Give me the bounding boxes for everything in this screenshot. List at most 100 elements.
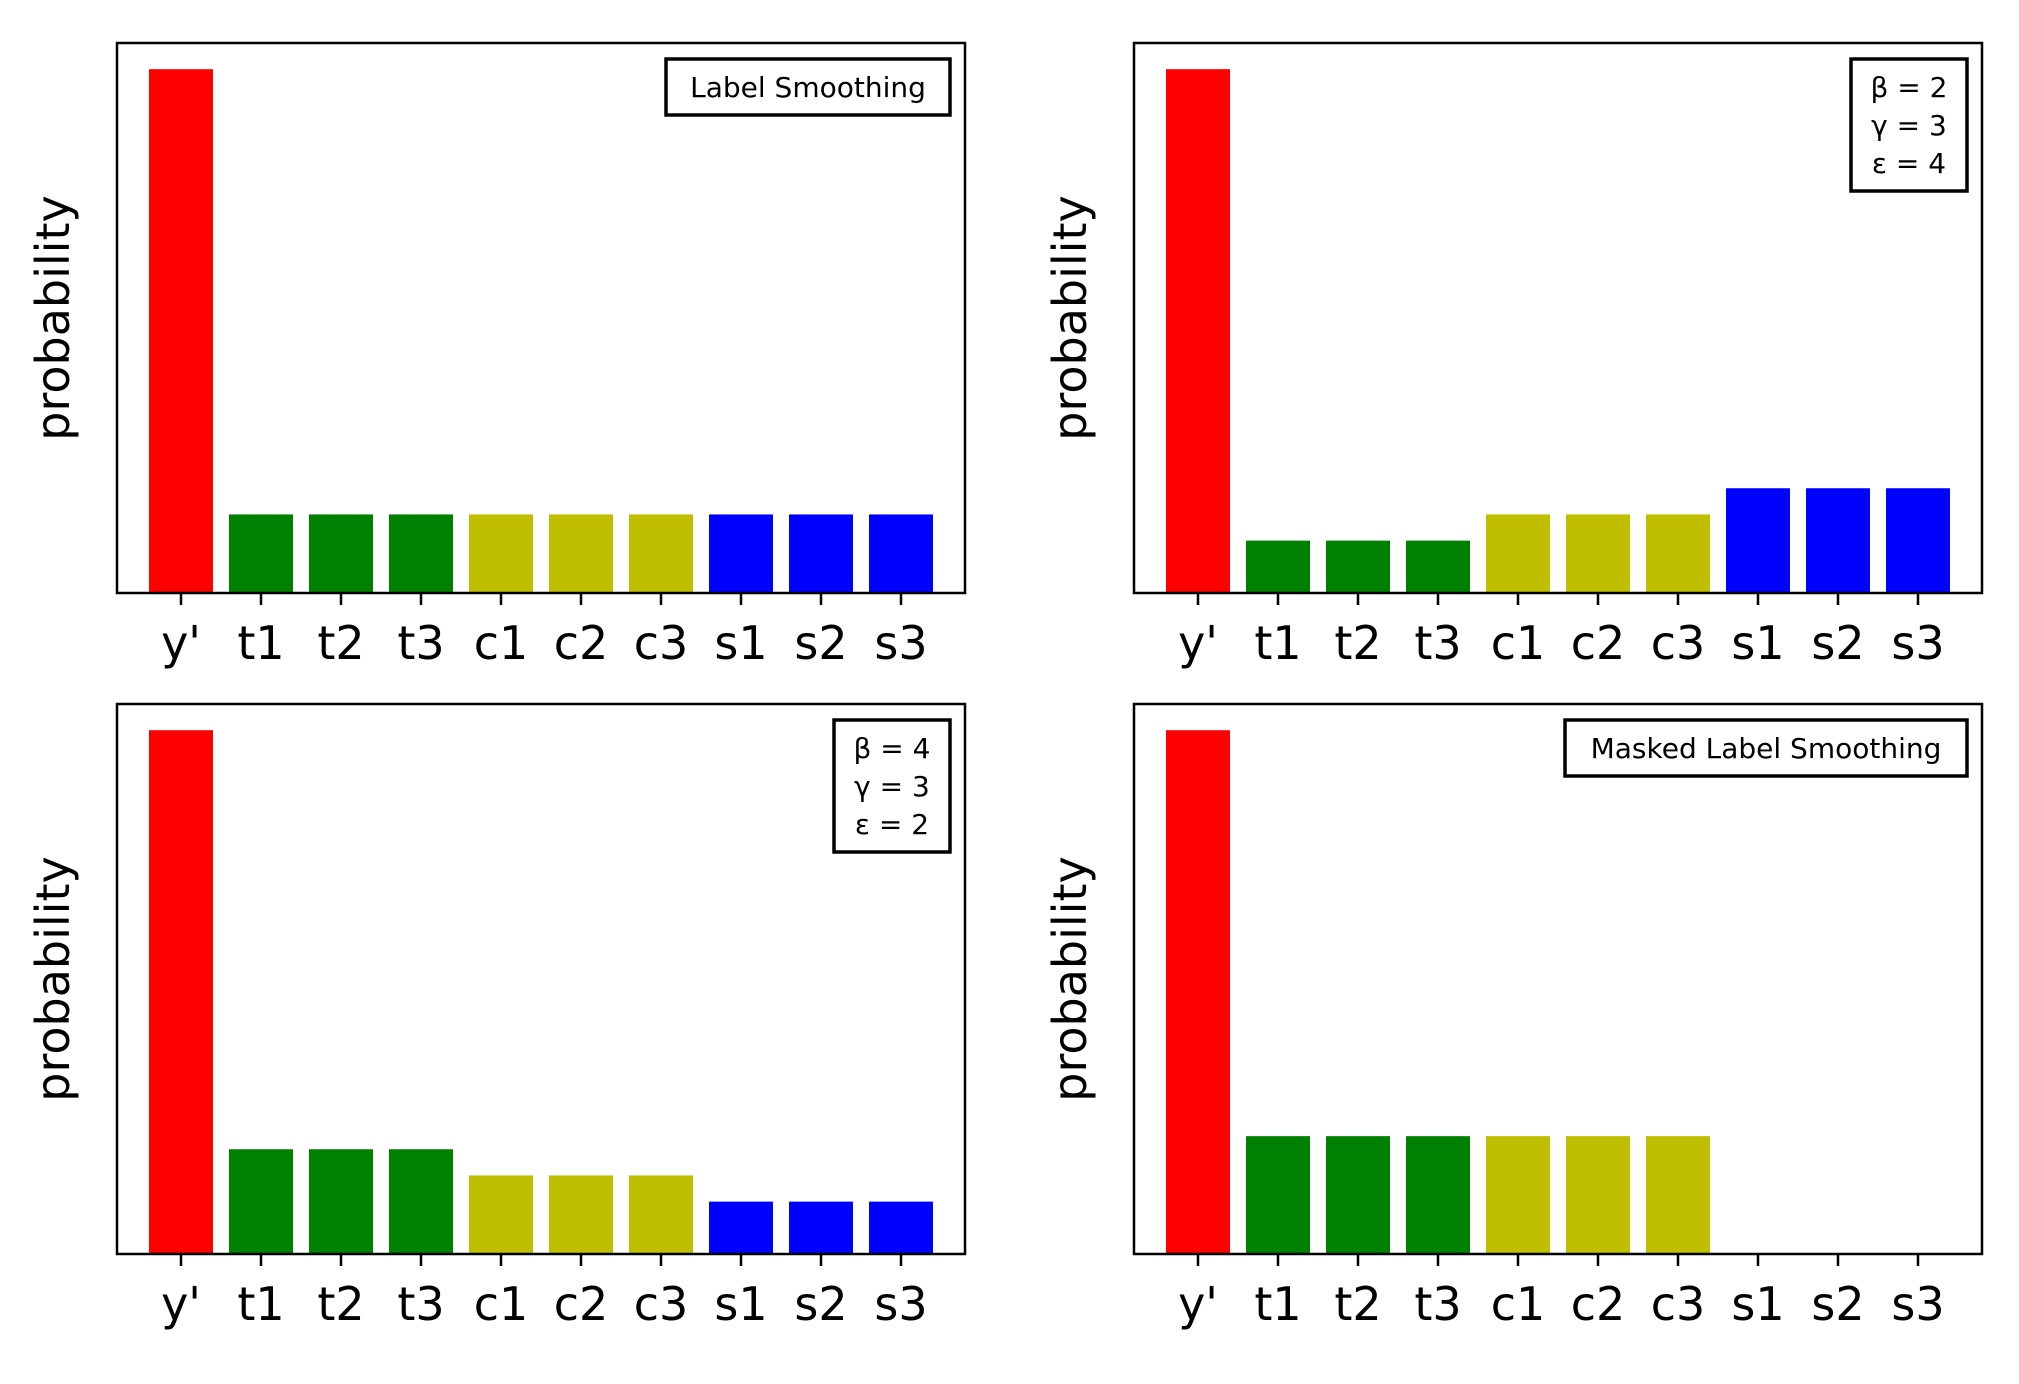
legend-text: Masked Label Smoothing	[1591, 732, 1942, 765]
x-tick-label: c2	[1571, 1277, 1626, 1331]
x-tick-label: t1	[1254, 616, 1301, 670]
legend-text: γ = 3	[1871, 109, 1947, 142]
x-tick-label: s3	[874, 1277, 927, 1331]
bar-yprime	[149, 69, 213, 593]
subplot-1: y' t1 t2 t3 c1 c2 c3 s1 s2 s3 probability Label Smo…	[26, 41, 967, 670]
x-tick-label: c2	[554, 616, 609, 670]
x-tick-label: s3	[1891, 616, 1944, 670]
x-tick-label: s1	[714, 1277, 767, 1331]
x-tick-label: t3	[397, 616, 444, 670]
bar-s2	[789, 514, 853, 593]
bar-s1	[709, 1201, 773, 1254]
legend-text: ε = 4	[1872, 147, 1946, 180]
bar-t1	[1246, 1136, 1310, 1254]
bar-t2	[309, 1149, 373, 1254]
x-tick-label: c1	[1491, 1277, 1546, 1331]
bar-c3	[1646, 514, 1710, 593]
legend-text: Label Smoothing	[690, 71, 926, 104]
x-tick-label: t3	[1414, 1277, 1461, 1331]
x-tick-label: t3	[397, 1277, 444, 1331]
x-tick-label: y'	[161, 1277, 201, 1331]
bar-t1	[229, 1149, 293, 1254]
bar-t1	[1246, 540, 1310, 593]
x-tick-label: c3	[634, 616, 689, 670]
bar-yprime	[1166, 69, 1230, 593]
bar-s1	[709, 514, 773, 593]
x-tick-label: c3	[1651, 1277, 1706, 1331]
bar-c1	[469, 514, 533, 593]
x-tick-label: c1	[1491, 616, 1546, 670]
legend-box	[832, 718, 952, 854]
legend-box	[1849, 57, 1969, 193]
bar-s1	[1726, 488, 1790, 593]
y-axis-label: probability	[26, 856, 80, 1101]
x-tick-label: t2	[317, 616, 364, 670]
x-tick-label: s3	[874, 616, 927, 670]
bar-s3	[869, 514, 933, 593]
axes-frame	[115, 702, 967, 1256]
legend-text: β = 4	[854, 732, 931, 765]
x-tick-label: c2	[1571, 616, 1626, 670]
legend: β = 2 γ = 3 ε = 4	[1849, 57, 1969, 193]
x-tick-label: s1	[714, 616, 767, 670]
y-axis-label: probability	[26, 195, 80, 440]
bar-t3	[1406, 1136, 1470, 1254]
bar-c2	[549, 1175, 613, 1254]
x-tick-label: s1	[1731, 616, 1784, 670]
legend-box	[1563, 718, 1969, 778]
bar-s2	[1806, 488, 1870, 593]
bar-c3	[1646, 1136, 1710, 1254]
bar-c1	[469, 1175, 533, 1254]
x-tick-label: c1	[474, 616, 529, 670]
subplot-4: y' t1 t2 t3 c1 c2 c3 s1 s2 s3 probability Masked La…	[1043, 702, 1984, 1331]
bar-t2	[1326, 540, 1390, 593]
x-tick-label: y'	[1178, 1277, 1218, 1331]
bar-s3	[1886, 488, 1950, 593]
subplot-2: y' t1 t2 t3 c1 c2 c3 s1 s2 s3 probability β = 2 γ = …	[1043, 41, 1984, 670]
bar-c1	[1486, 514, 1550, 593]
bar-s2	[789, 1201, 853, 1254]
x-tick-label: c1	[474, 1277, 529, 1331]
x-tick-label: t1	[237, 616, 284, 670]
y-axis-label: probability	[1043, 856, 1097, 1101]
bar-s3	[869, 1201, 933, 1254]
bar-yprime	[149, 730, 213, 1254]
bar-c2	[1566, 1136, 1630, 1254]
bar-c2	[1566, 514, 1630, 593]
bar-t2	[309, 514, 373, 593]
bar-t2	[1326, 1136, 1390, 1254]
legend-text: ε = 2	[855, 808, 929, 841]
x-tick-label: c2	[554, 1277, 609, 1331]
x-tick-label: y'	[1178, 616, 1218, 670]
x-tick-label: s1	[1731, 1277, 1784, 1331]
x-tick-label: c3	[1651, 616, 1706, 670]
legend: Masked Label Smoothing	[1563, 718, 1969, 778]
legend-box	[664, 57, 952, 117]
x-tick-label: y'	[161, 616, 201, 670]
bar-t3	[389, 514, 453, 593]
axes-frame	[115, 41, 967, 595]
x-tick-label: t3	[1414, 616, 1461, 670]
x-tick-label: s2	[1811, 1277, 1864, 1331]
y-axis-label: probability	[1043, 195, 1097, 440]
bar-t3	[1406, 540, 1470, 593]
legend: Label Smoothing	[664, 57, 952, 117]
bar-yprime	[1166, 730, 1230, 1254]
legend-text: β = 2	[1871, 71, 1948, 104]
x-tick-label: s2	[794, 616, 847, 670]
bar-c1	[1486, 1136, 1550, 1254]
x-tick-label: s3	[1891, 1277, 1944, 1331]
bar-t1	[229, 514, 293, 593]
x-tick-label: c3	[634, 1277, 689, 1331]
axes-frame	[1132, 702, 1984, 1256]
x-tick-label: s2	[1811, 616, 1864, 670]
subplot-3: y' t1 t2 t3 c1 c2 c3 s1 s2 s3 probability β = 4 γ = …	[26, 702, 967, 1331]
bar-c3	[629, 1175, 693, 1254]
legend-text: γ = 3	[854, 770, 930, 803]
bar-c3	[629, 514, 693, 593]
x-tick-label: t2	[1334, 1277, 1381, 1331]
x-tick-label: t1	[237, 1277, 284, 1331]
bar-c2	[549, 514, 613, 593]
x-tick-label: t2	[1334, 616, 1381, 670]
